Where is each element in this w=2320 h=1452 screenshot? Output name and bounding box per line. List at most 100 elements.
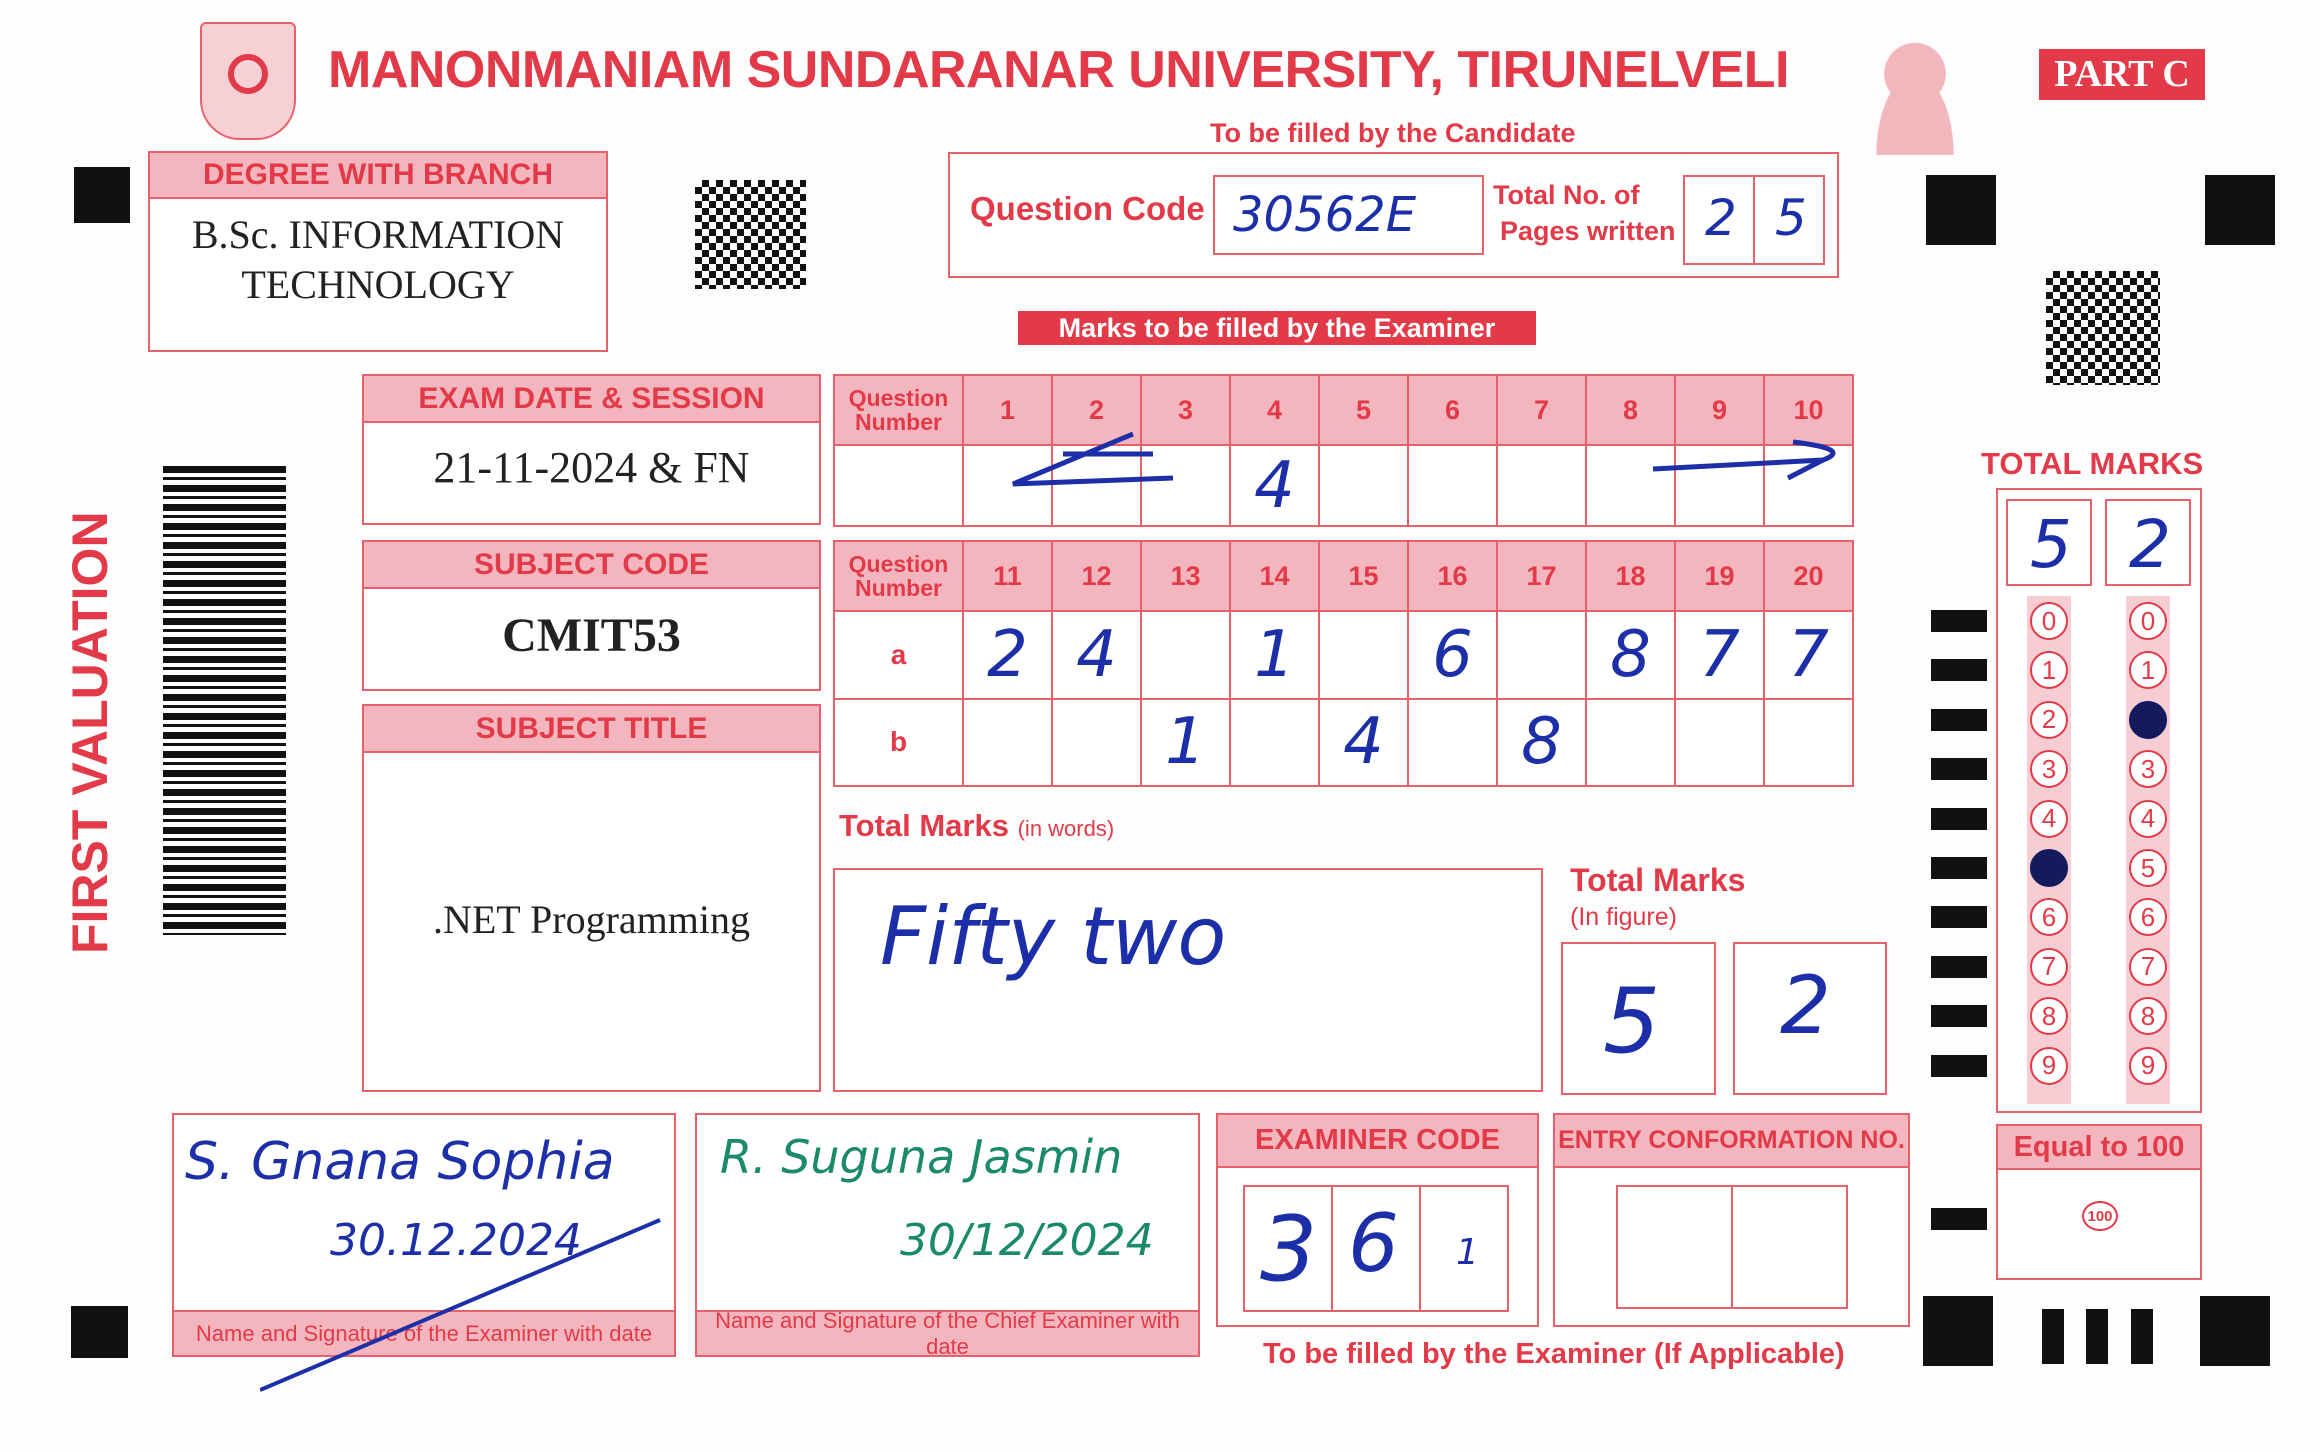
university-title: MANONMANIAM SUNDARANAR UNIVERSITY, TIRUN… (328, 41, 1789, 99)
exam-date-value: 21-11-2024 & FN (433, 443, 750, 492)
omr-bubble[interactable]: 3 (2129, 750, 2167, 789)
registration-mark (2205, 175, 2275, 245)
qr-code (695, 180, 806, 289)
mark-cell-a[interactable] (1142, 612, 1231, 700)
omr-bubble[interactable]: 8 (2129, 997, 2167, 1036)
mark-cell-b[interactable] (1409, 699, 1498, 787)
question-number: 11 (964, 542, 1053, 612)
candidate-caption: To be filled by the Candidate (1210, 118, 1576, 148)
omr-bubble[interactable]: 5 (2030, 849, 2068, 887)
examiner-signature-stroke (260, 1218, 661, 1392)
omr-bubble[interactable]: 6 (2129, 898, 2167, 937)
equal-100-label: Equal to 100 (1998, 1126, 2200, 1170)
question-code-value: 30562E (1233, 187, 1417, 243)
mark-cell[interactable]: 4 (1231, 446, 1320, 527)
question-number: 14 (1231, 542, 1320, 612)
entry-digit-field[interactable] (1731, 1185, 1848, 1309)
subject-title-value: .NET Programming (432, 897, 750, 942)
omr-bubble[interactable]: 6 (2030, 898, 2068, 937)
exam-date-label: EXAM DATE & SESSION (364, 376, 819, 423)
question-number: 1 (964, 376, 1053, 446)
mark-cell[interactable] (1053, 446, 1142, 527)
right-arrow-mark (1652, 439, 1836, 481)
mark-cell-b[interactable]: 1 (1142, 699, 1231, 787)
omr-bubble[interactable]: 4 (2030, 799, 2068, 838)
mark-cell[interactable] (1498, 446, 1587, 527)
total-figure-digit-field[interactable]: 2 (1733, 942, 1887, 1095)
omr-bubble[interactable]: 1 (2129, 651, 2167, 690)
examiner-code-digit-field[interactable]: 1 (1419, 1185, 1509, 1312)
omr-bubble[interactable]: 2 (2030, 700, 2068, 739)
mark-cell[interactable] (1765, 446, 1854, 527)
mark-cell-a[interactable] (1498, 612, 1587, 700)
mark-cell-b[interactable] (1765, 699, 1854, 787)
chief-signature-caption: Name and Signature of the Chief Examiner… (697, 1308, 1198, 1359)
mark-cell-a[interactable]: 1 (1231, 612, 1320, 700)
mark-cell-b[interactable] (1587, 699, 1676, 787)
mark-cell[interactable] (1587, 446, 1676, 527)
mark-cell-a[interactable]: 4 (1053, 612, 1142, 700)
examiner-signature-box: Name and Signature of the Examiner with … (172, 1113, 676, 1357)
equal-100-box: Equal to 100 100 (1996, 1124, 2202, 1280)
omr-bubble[interactable]: 0 (2030, 602, 2068, 640)
mark-cell-a[interactable] (1320, 612, 1409, 700)
valuation-label: FIRST VALUATION (62, 511, 118, 954)
mark-cell-a[interactable]: 7 (1676, 612, 1765, 700)
question-number-header: Question Number (835, 542, 964, 612)
omr-bubble[interactable]: 4 (2129, 799, 2167, 838)
omr-bubble[interactable]: 7 (2030, 947, 2068, 986)
mark-cell[interactable] (1320, 446, 1409, 527)
degree-label: DEGREE WITH BRANCH (150, 153, 606, 199)
question-number: 9 (1676, 376, 1765, 446)
equal-100-bubble[interactable]: 100 (2082, 1201, 2118, 1231)
mark-cell-a[interactable]: 6 (1409, 612, 1498, 700)
question-number: 17 (1498, 542, 1587, 612)
pages-digit-field[interactable]: 2 (1683, 175, 1755, 265)
mark-cell-a[interactable]: 2 (964, 612, 1053, 700)
mark-cell-b[interactable] (1676, 699, 1765, 787)
question-number: 12 (1053, 542, 1142, 612)
examiner-code-digit-field[interactable]: 3 (1243, 1185, 1333, 1312)
mark-cell-a[interactable]: 8 (1587, 612, 1676, 700)
mark-cell-b[interactable]: 4 (1320, 699, 1409, 787)
omr-digit-field[interactable]: 2 (2105, 499, 2191, 586)
mark-cell-a[interactable]: 7 (1765, 612, 1854, 700)
mark-cell-b[interactable] (1231, 699, 1320, 787)
mark-cell-b[interactable]: 8 (1498, 699, 1587, 787)
entry-digit-field[interactable] (1616, 1185, 1733, 1309)
omr-bubble[interactable]: 5 (2129, 849, 2167, 887)
pages-digit-field[interactable]: 5 (1753, 175, 1825, 265)
question-number: 7 (1498, 376, 1587, 446)
portrait-image (1855, 30, 1975, 155)
omr-bubble[interactable]: 7 (2129, 947, 2167, 986)
question-code-field[interactable]: 30562E (1213, 175, 1484, 255)
omr-bubble[interactable]: 3 (2030, 750, 2068, 789)
left-arrow-mark (1012, 431, 1174, 487)
total-words-field[interactable]: Fifty two (833, 868, 1543, 1092)
mark-cell[interactable] (1142, 446, 1231, 527)
mark-cell[interactable] (1409, 446, 1498, 527)
timing-mark (1931, 1005, 1987, 1028)
examiner-banner: Marks to be filled by the Examiner (1018, 311, 1536, 345)
mark-cell-b[interactable] (1053, 699, 1142, 787)
examiner-code-digit: 6 (1348, 1197, 1399, 1290)
examiner-signature-caption: Name and Signature of the Examiner with … (174, 1310, 674, 1355)
omr-digit-field[interactable]: 5 (2006, 499, 2092, 586)
subject-code-label: SUBJECT CODE (364, 542, 819, 589)
subject-code-box: SUBJECT CODE CMIT53 (362, 540, 821, 691)
mark-cell[interactable] (964, 446, 1053, 527)
timing-mark (1931, 1208, 1987, 1230)
omr-bubble[interactable]: 9 (2129, 1046, 2167, 1085)
omr-bubble[interactable]: 2 (2129, 700, 2167, 739)
omr-bubble[interactable]: 8 (2030, 997, 2068, 1036)
mark-cell[interactable] (1676, 446, 1765, 527)
timing-bar (2086, 1309, 2108, 1364)
total-figure-digit-field[interactable]: 5 (1561, 942, 1716, 1095)
registration-mark (2200, 1296, 2270, 1366)
mark-cell-b[interactable] (964, 699, 1053, 787)
omr-bubble[interactable]: 0 (2129, 602, 2167, 640)
pages-digit: 5 (1775, 189, 1807, 247)
examiner-code-digit-field[interactable]: 6 (1331, 1185, 1421, 1312)
omr-bubble[interactable]: 9 (2030, 1046, 2068, 1085)
omr-bubble[interactable]: 1 (2030, 651, 2068, 690)
